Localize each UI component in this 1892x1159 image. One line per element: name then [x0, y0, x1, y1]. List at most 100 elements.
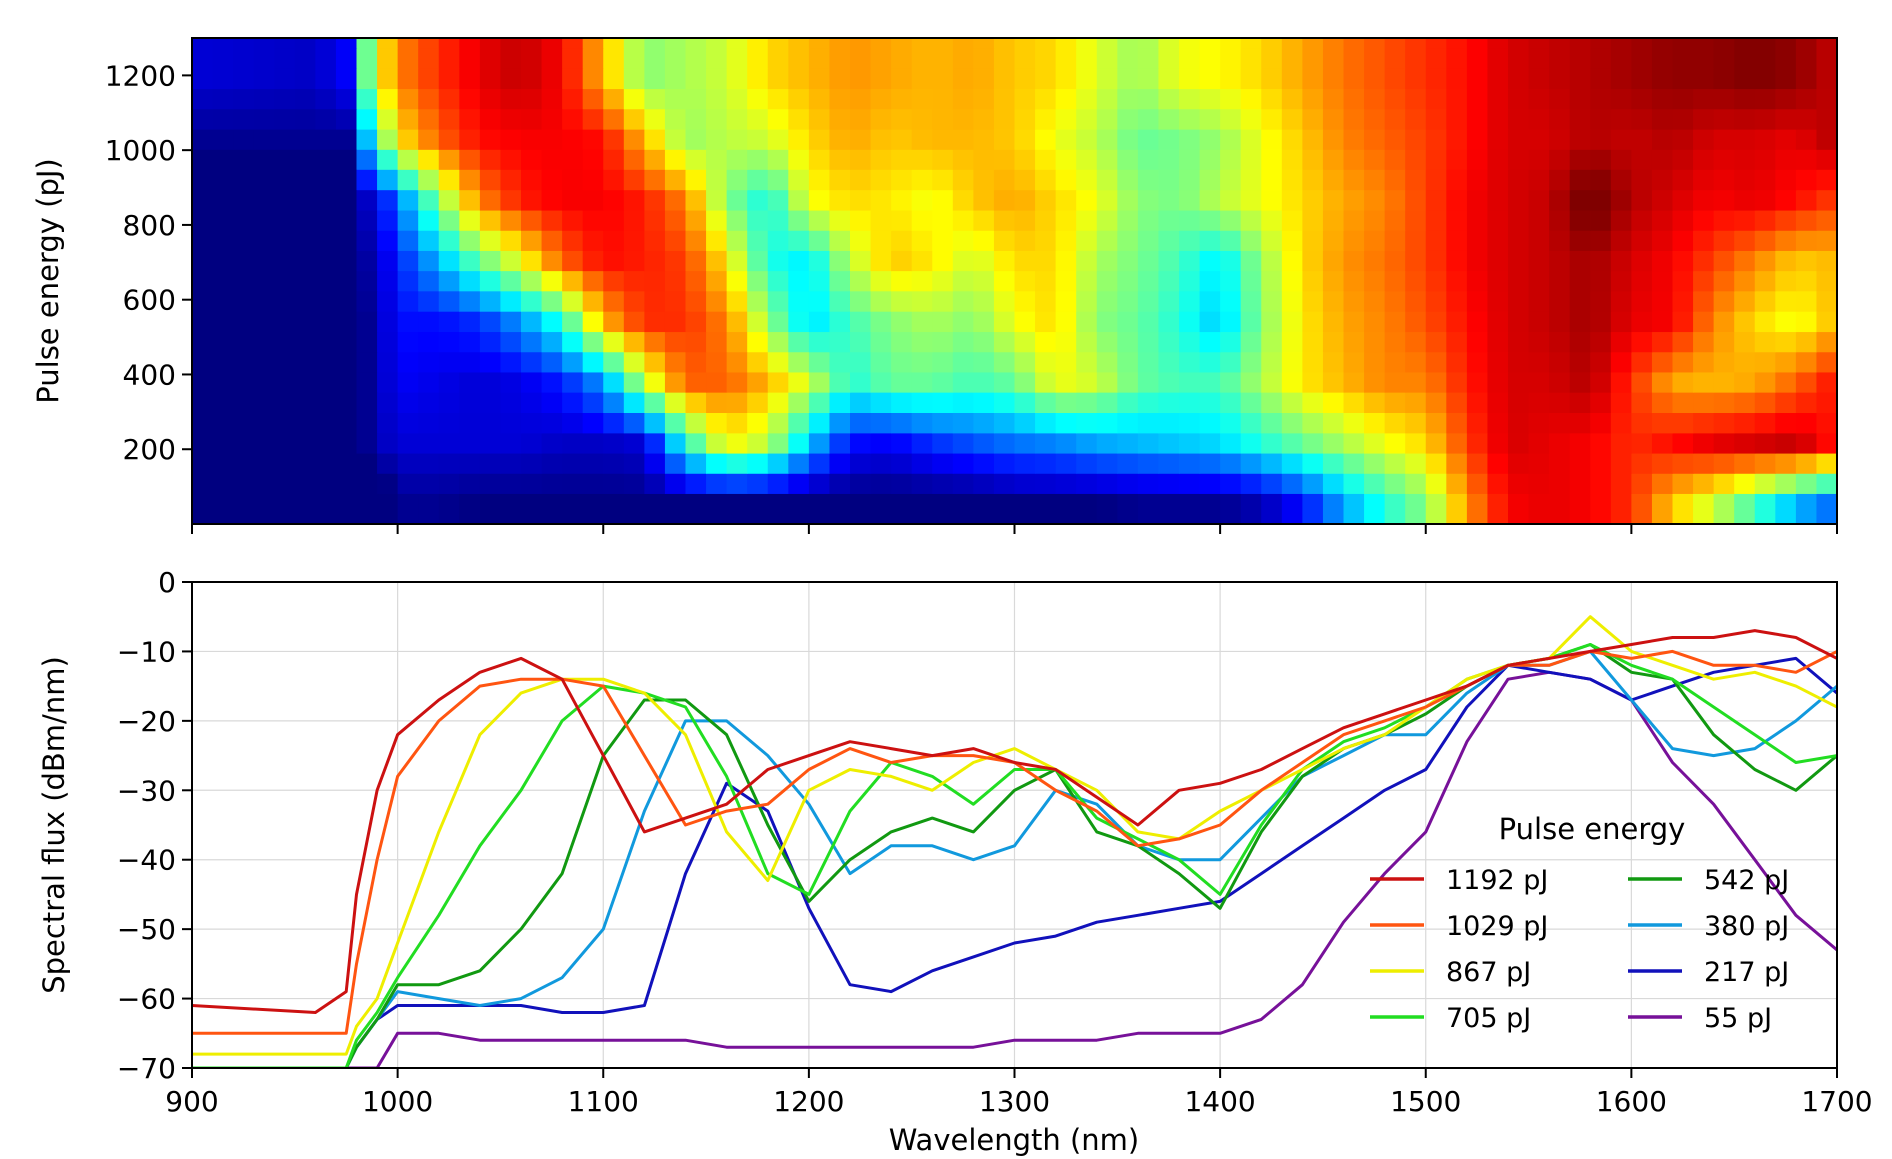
- heatmap-cell: [377, 189, 399, 211]
- heatmap-cell: [1014, 169, 1036, 191]
- heatmap-cell: [788, 48, 810, 69]
- heatmap-cell: [1117, 493, 1139, 524]
- heatmap-cell: [1754, 331, 1776, 353]
- heatmap-cell: [1035, 290, 1057, 312]
- heatmap-cell: [1014, 230, 1036, 251]
- heatmap-cell: [870, 129, 892, 150]
- heatmap-cell: [562, 473, 584, 494]
- heatmap-cell: [500, 331, 522, 353]
- heatmap-cell: [294, 108, 316, 130]
- heatmap-cell: [1220, 230, 1242, 251]
- heatmap-cell: [1693, 68, 1715, 90]
- heatmap-cell: [500, 38, 522, 49]
- heatmap-cell: [1446, 189, 1468, 211]
- heatmap-cell: [1446, 169, 1468, 191]
- heatmap-cell: [315, 351, 337, 373]
- heatmap-cell: [253, 250, 275, 272]
- heatmap-cell: [1179, 473, 1201, 494]
- heatmap-cell: [1137, 88, 1160, 110]
- heatmap-cell: [418, 432, 440, 454]
- heatmap-cell: [1199, 189, 1221, 211]
- heatmap-cell: [500, 392, 522, 413]
- heatmap-cell: [1055, 169, 1077, 191]
- heatmap-cell: [562, 129, 584, 150]
- heatmap-cell: [1816, 169, 1837, 191]
- heatmap-cell: [582, 473, 604, 494]
- heatmap-cell: [829, 48, 851, 69]
- heatmap-cell: [1281, 412, 1303, 434]
- heatmap-cell: [1014, 493, 1036, 524]
- heatmap-cell: [192, 290, 214, 312]
- heatmap-cell: [1055, 189, 1077, 211]
- heatmap-cell: [1754, 432, 1776, 454]
- heatmap-cell: [562, 493, 584, 524]
- heatmap-cell: [1590, 149, 1612, 170]
- heatmap-cell: [1631, 88, 1653, 110]
- heatmap-cell: [1117, 169, 1139, 191]
- heatmap-cell: [706, 169, 728, 191]
- heatmap-cell: [582, 209, 604, 231]
- heatmap-cell: [1096, 149, 1118, 170]
- heatmap-cell: [1199, 88, 1221, 110]
- heatmap-cell: [1487, 38, 1509, 49]
- heatmap-cell: [1631, 230, 1653, 251]
- heatmap-cell: [1693, 290, 1715, 312]
- heatmap-cell: [479, 371, 502, 393]
- heatmap-cell: [1508, 48, 1530, 69]
- heatmap-cell: [541, 230, 563, 251]
- heatmap-cell: [747, 108, 769, 130]
- heatmap-cell: [1569, 452, 1591, 474]
- heatmap-cell: [1754, 371, 1776, 393]
- heatmap-cell: [1384, 38, 1406, 49]
- heatmap-cell: [788, 68, 810, 90]
- heatmap-cell: [233, 270, 255, 292]
- heatmap-cell: [397, 250, 419, 272]
- heatmap-cell: [459, 473, 481, 494]
- heatmap-cell: [1179, 129, 1201, 150]
- heatmap-cell: [1117, 473, 1139, 494]
- heatmap-cell: [1466, 311, 1489, 333]
- heatmap-cell: [726, 230, 748, 251]
- heatmap-cell: [664, 290, 687, 312]
- heatmap-cell: [932, 149, 954, 170]
- heatmap-cell: [521, 108, 543, 130]
- heatmap-cell: [993, 230, 1016, 251]
- heatmap-cell: [1014, 270, 1036, 292]
- heatmap-cell: [1569, 149, 1591, 170]
- x-tick-label: 1200: [773, 1085, 844, 1118]
- heatmap-cell: [973, 48, 995, 69]
- heatmap-cell: [1754, 392, 1776, 413]
- heatmap-cell: [1405, 270, 1427, 292]
- heatmap-cell: [1528, 452, 1550, 474]
- heatmap-cell: [1096, 169, 1118, 191]
- heatmap-cell: [1610, 149, 1632, 170]
- heatmap-cell: [1487, 371, 1509, 393]
- heatmap-cell: [1179, 311, 1201, 333]
- heatmap-cell: [1734, 250, 1756, 272]
- heatmap-cell: [870, 169, 892, 191]
- heatmap-cell: [706, 473, 728, 494]
- heatmap-cell: [747, 230, 769, 251]
- heatmap-cell: [294, 129, 316, 150]
- heatmap-cell: [973, 371, 995, 393]
- heatmap-cell: [582, 230, 604, 251]
- heatmap-cell: [808, 412, 831, 434]
- heatmap-cell: [788, 189, 810, 211]
- heatmap-cell: [1569, 250, 1591, 272]
- heatmap-cell: [335, 169, 358, 191]
- y-tick-label: −70: [117, 1052, 176, 1085]
- line-x-ticks: 900 1000 1100 1200 1300 1400 1500 1600 1700: [165, 1068, 1873, 1118]
- heatmap-cell: [1569, 189, 1591, 211]
- heatmap-cell: [1569, 371, 1591, 393]
- heatmap-cell: [1487, 230, 1509, 251]
- heatmap-cell: [1508, 493, 1530, 524]
- heatmap-cell: [1322, 189, 1345, 211]
- heatmap-cell: [623, 473, 645, 494]
- heatmap-cell: [1302, 473, 1324, 494]
- heatmap-cell: [644, 209, 666, 231]
- heatmap-cell: [294, 38, 316, 49]
- heatmap-cell: [562, 452, 584, 474]
- heatmap-cell: [1508, 331, 1530, 353]
- heatmap-cell: [1364, 493, 1386, 524]
- heatmap-cell: [788, 371, 810, 393]
